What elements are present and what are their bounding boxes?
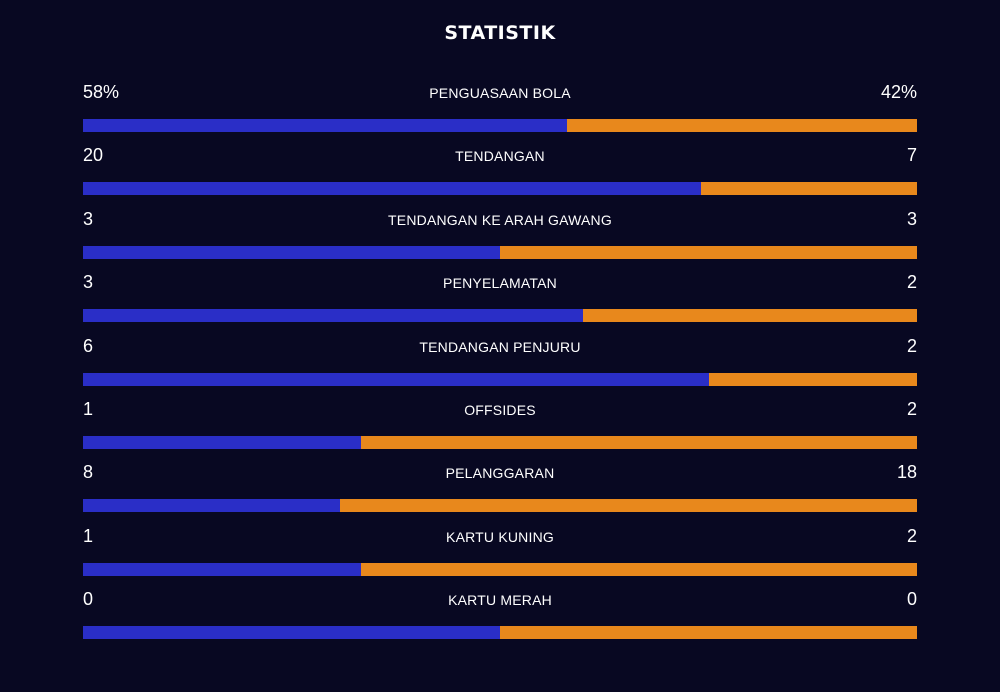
away-bar-fill — [339, 499, 917, 513]
home-value: 20 — [83, 145, 104, 166]
away-bar-fill — [360, 562, 917, 576]
away-bar-fill — [360, 435, 917, 449]
stat-row-red-cards: 0 KARTU MERAH 0 — [83, 587, 917, 650]
home-bar-fill — [83, 182, 701, 196]
stat-row-possession: 58% PENGUASAAN BOLA 42% — [83, 80, 917, 143]
home-bar-fill — [83, 245, 500, 259]
away-value: 2 — [906, 272, 917, 293]
home-bar-fill — [83, 562, 361, 576]
away-value: 18 — [896, 462, 917, 483]
comparison-bar — [83, 119, 917, 132]
home-bar-fill — [83, 372, 709, 386]
stat-header: 8 PELANGGARAN 18 — [83, 460, 917, 487]
stat-header: 1 OFFSIDES 2 — [83, 397, 917, 424]
home-value: 6 — [83, 335, 94, 356]
stat-header: 58% PENGUASAAN BOLA 42% — [83, 80, 917, 107]
comparison-bar — [83, 562, 917, 576]
comparison-bar — [83, 435, 917, 449]
home-value: 1 — [83, 398, 94, 419]
away-value: 42% — [880, 82, 917, 102]
away-bar-fill — [566, 119, 917, 132]
home-bar-fill — [83, 626, 500, 640]
away-value: 7 — [906, 145, 917, 166]
comparison-bar — [83, 309, 917, 323]
stat-label: PENGUASAAN BOLA — [429, 85, 571, 101]
stat-header: 20 TENDANGAN 7 — [83, 143, 917, 170]
stat-label: PELANGGARAN — [445, 465, 555, 482]
stat-header: 3 TENDANGAN KE ARAH GAWANG 3 — [83, 207, 917, 234]
stat-header: 3 PENYELAMATAN 2 — [83, 270, 917, 297]
away-bar-fill — [700, 182, 917, 196]
stat-row-shots: 20 TENDANGAN 7 — [83, 143, 917, 206]
stat-label: KARTU MERAH — [448, 592, 552, 609]
home-bar-fill — [83, 309, 584, 323]
stat-row-yellow-cards: 1 KARTU KUNING 2 — [83, 524, 917, 587]
stat-row-shots-on-target: 3 TENDANGAN KE ARAH GAWANG 3 — [83, 207, 917, 270]
home-bar-fill — [83, 435, 361, 449]
away-bar-fill — [708, 372, 917, 386]
stat-row-offsides: 1 OFFSIDES 2 — [83, 397, 917, 460]
stats-list: 58% PENGUASAAN BOLA 42% 20 TENDANGAN 7 3… — [83, 80, 917, 651]
home-bar-fill — [83, 119, 567, 132]
stat-header: 0 KARTU MERAH 0 — [83, 587, 917, 614]
away-bar-fill — [583, 309, 917, 323]
stat-label: OFFSIDES — [464, 401, 536, 418]
home-value: 0 — [83, 589, 94, 610]
comparison-bar — [83, 499, 917, 513]
stat-header: 1 KARTU KUNING 2 — [83, 524, 917, 551]
home-value: 1 — [83, 525, 94, 546]
stat-label: KARTU KUNING — [446, 528, 554, 545]
away-value: 0 — [906, 589, 917, 610]
home-value: 58% — [83, 82, 120, 102]
comparison-bar — [83, 182, 917, 196]
away-value: 2 — [906, 335, 917, 356]
home-bar-fill — [83, 499, 340, 513]
away-value: 2 — [906, 398, 917, 419]
stat-label: TENDANGAN KE ARAH GAWANG — [388, 211, 612, 228]
away-value: 3 — [906, 208, 917, 229]
home-value: 3 — [83, 272, 94, 293]
comparison-bar — [83, 626, 917, 640]
home-value: 8 — [83, 462, 94, 483]
away-value: 2 — [906, 525, 917, 546]
stat-row-fouls: 8 PELANGGARAN 18 — [83, 460, 917, 523]
away-bar-fill — [500, 626, 917, 640]
stat-label: TENDANGAN — [455, 148, 545, 165]
stat-label: PENYELAMATAN — [443, 275, 557, 292]
stat-header: 6 TENDANGAN PENJURU 2 — [83, 334, 917, 361]
home-value: 3 — [83, 208, 94, 229]
page-title: STATISTIK — [444, 22, 556, 44]
comparison-bar — [83, 372, 917, 386]
stat-row-corners: 6 TENDANGAN PENJURU 2 — [83, 334, 917, 397]
stat-row-saves: 3 PENYELAMATAN 2 — [83, 270, 917, 333]
comparison-bar — [83, 245, 917, 259]
stat-label: TENDANGAN PENJURU — [419, 338, 581, 355]
away-bar-fill — [500, 245, 917, 259]
